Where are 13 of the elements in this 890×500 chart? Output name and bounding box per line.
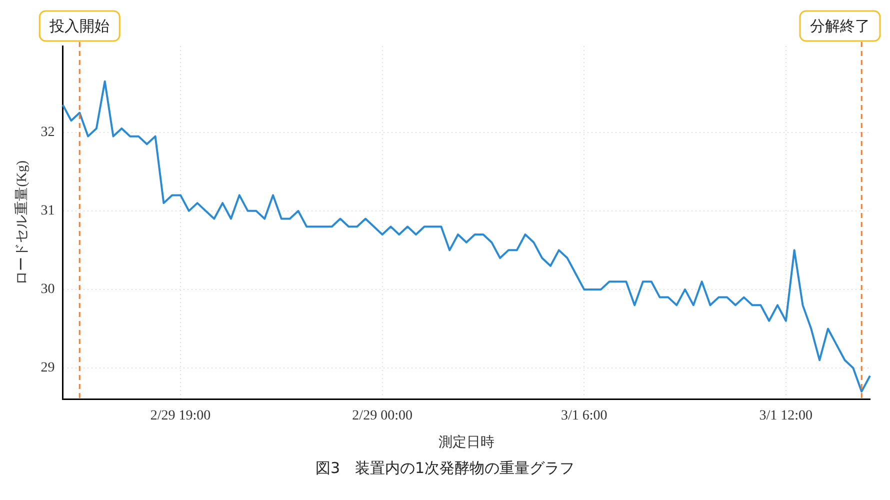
x-tick-label: 2/29 00:00 [352,408,412,424]
y-tick-label: 30 [40,282,55,298]
y-tick-label: 29 [40,360,55,376]
x-tick-label: 3/1 12:00 [759,408,813,424]
text: 分解終了 [810,16,870,35]
caption: 図3 装置内の1次発酵物の重量グラフ [314,459,576,478]
y-tick-label: 32 [40,125,55,140]
text: 投入開始 [48,16,110,35]
y-tick-label: 31 [40,204,55,219]
y-axis-title: ロードセル重量(Kg) [14,160,30,285]
x-axis-title: 測定日時 [438,434,494,450]
x-tick-label: 3/1 6:00 [560,408,608,424]
x-tick-label: 2/29 19:00 [150,408,211,424]
